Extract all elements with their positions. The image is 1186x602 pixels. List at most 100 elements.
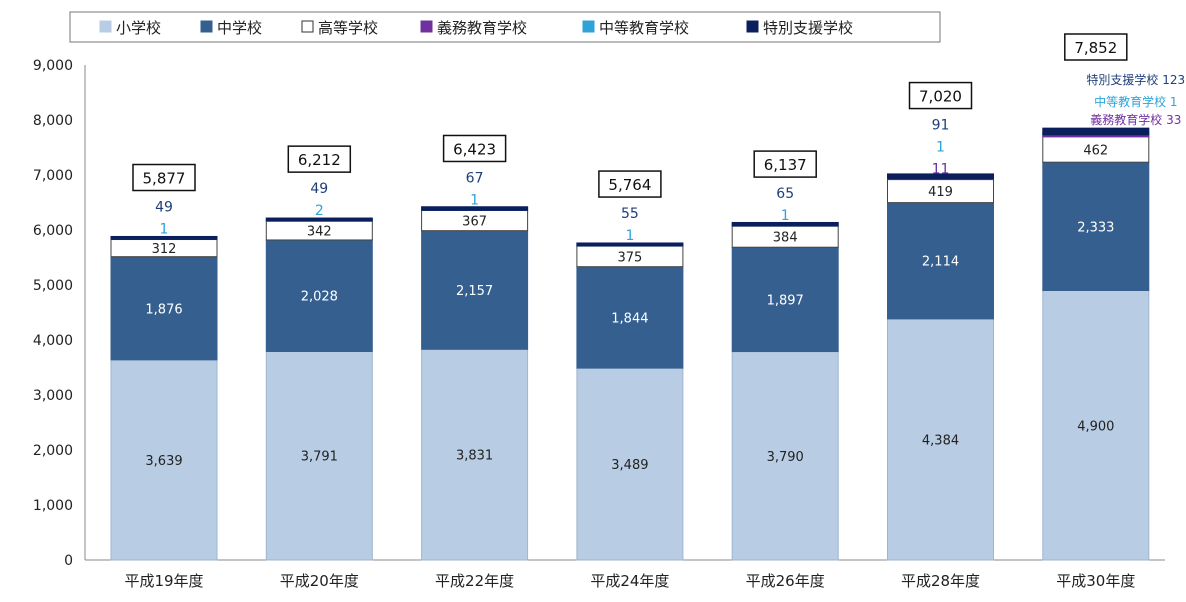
data-label: 1	[160, 222, 169, 238]
total-box	[598, 170, 662, 198]
legend-label: 義務教育学校	[437, 19, 527, 37]
legend-swatch	[746, 20, 759, 33]
legend-label: 中等教育学校	[599, 19, 689, 37]
x-axis: 平成19年度 平成20年度 平成22年度 平成24年度 平成26年度 平成28年度 平成30…	[124, 572, 1135, 590]
data-label: 2,028	[301, 290, 338, 305]
data-label: 11	[932, 162, 950, 178]
bar-segment	[110, 235, 218, 240]
data-label: 2,333	[1077, 220, 1114, 235]
data-label: 49	[310, 181, 328, 197]
bar-segment	[421, 206, 529, 211]
bar-segment	[265, 217, 373, 222]
data-label: 3,639	[145, 454, 182, 469]
total-box	[753, 150, 817, 178]
x-tick-label: 平成24年度	[590, 572, 669, 590]
legend-label: 小学校	[116, 19, 161, 37]
data-label: 1,844	[611, 311, 648, 326]
y-tick-label: 0	[64, 553, 73, 569]
data-label: 367	[462, 215, 487, 230]
x-tick-label: 平成20年度	[280, 572, 359, 590]
legend: 小学校 中学校 高等学校 義務教育学校 中等教育学校 特別支援学校	[69, 11, 941, 43]
data-label: 384	[773, 231, 798, 246]
y-tick-label: 1,000	[33, 498, 73, 514]
y-tick-label: 2,000	[33, 443, 73, 459]
x-tick-label: 平成26年度	[746, 572, 825, 590]
bar-segment	[421, 348, 529, 561]
total-label: 6,212	[298, 151, 341, 169]
total-box	[1064, 33, 1128, 61]
legend-swatch	[301, 20, 314, 33]
total-label: 6,423	[453, 140, 496, 158]
total-box	[287, 145, 352, 173]
data-label: 419	[928, 185, 953, 200]
data-label: 342	[307, 225, 332, 240]
data-label: 1	[625, 228, 634, 244]
legend-box	[69, 11, 941, 43]
data-label: 3,790	[767, 450, 804, 465]
data-label: 3,489	[611, 458, 648, 473]
data-label: 1,897	[767, 293, 804, 308]
bar-segment	[887, 173, 994, 180]
data-label: 3,791	[301, 450, 338, 465]
x-tick-label: 平成22年度	[435, 572, 514, 590]
data-label: 91	[932, 118, 950, 134]
bar-segment	[1042, 136, 1150, 163]
legend-label: 高等学校	[318, 19, 378, 37]
y-tick-label: 3,000	[33, 388, 73, 404]
bar-segment	[1042, 290, 1150, 561]
data-label: 1	[470, 192, 479, 208]
bar-segment	[887, 202, 994, 320]
data-label: 義務教育学校 33	[1090, 112, 1181, 127]
data-label: 55	[621, 206, 639, 222]
bar-segment	[731, 351, 839, 561]
bar-segment	[576, 242, 684, 247]
data-label: 2	[315, 203, 324, 219]
bar-segment	[887, 318, 994, 561]
total-box	[132, 163, 196, 192]
data-label: 67	[466, 170, 484, 186]
x-tick-label: 平成28年度	[901, 572, 980, 590]
legend-label: 中学校	[217, 19, 262, 37]
y-tick-label: 9,000	[33, 58, 73, 74]
total-box	[442, 134, 507, 163]
x-tick-label: 平成30年度	[1056, 572, 1135, 590]
data-label: 4,384	[922, 433, 959, 448]
bar-segment	[110, 359, 218, 561]
bar-segment	[731, 221, 839, 227]
y-tick-label: 5,000	[33, 278, 73, 294]
bar-segment	[421, 230, 529, 350]
data-label: 特別支援学校 123	[1086, 72, 1185, 87]
data-label: 375	[617, 250, 642, 265]
legend-label: 特別支援学校	[763, 19, 853, 37]
bar-segment	[731, 246, 839, 353]
legend-swatch	[200, 20, 213, 33]
data-label: 4,900	[1077, 419, 1114, 434]
data-label: 65	[776, 186, 794, 202]
data-label: 312	[152, 242, 177, 257]
y-tick-label: 7,000	[33, 168, 73, 184]
total-label: 7,020	[919, 88, 962, 106]
y-axis: 0 1,000 2,000 3,000 4,000 5,000 6,000 7,000 8,00…	[33, 58, 1165, 569]
data-label: 1	[781, 208, 790, 224]
total-label: 6,137	[764, 156, 807, 174]
x-tick-label: 平成19年度	[124, 572, 203, 590]
legend-swatch	[420, 20, 433, 33]
total-box	[908, 81, 973, 110]
bar-segment	[1042, 161, 1150, 291]
legend-swatch	[582, 20, 595, 33]
y-tick-label: 4,000	[33, 333, 73, 349]
data-label: 2,114	[922, 255, 959, 270]
data-label: 49	[155, 200, 173, 216]
y-tick-label: 8,000	[33, 113, 73, 129]
bars: 3,639 1,876 312 1 49 5,877 3,791 2,028 342 2 49 6,2…	[110, 33, 1185, 561]
total-label: 5,764	[608, 176, 651, 194]
data-label: 中等教育学校 1	[1094, 94, 1177, 109]
data-label: 1	[936, 140, 945, 156]
bar-segment	[1042, 127, 1150, 136]
data-label: 462	[1083, 143, 1108, 158]
bar-segment	[110, 256, 218, 361]
total-label: 7,852	[1074, 39, 1117, 57]
legend-swatch	[99, 20, 112, 33]
total-label: 5,877	[143, 170, 186, 188]
